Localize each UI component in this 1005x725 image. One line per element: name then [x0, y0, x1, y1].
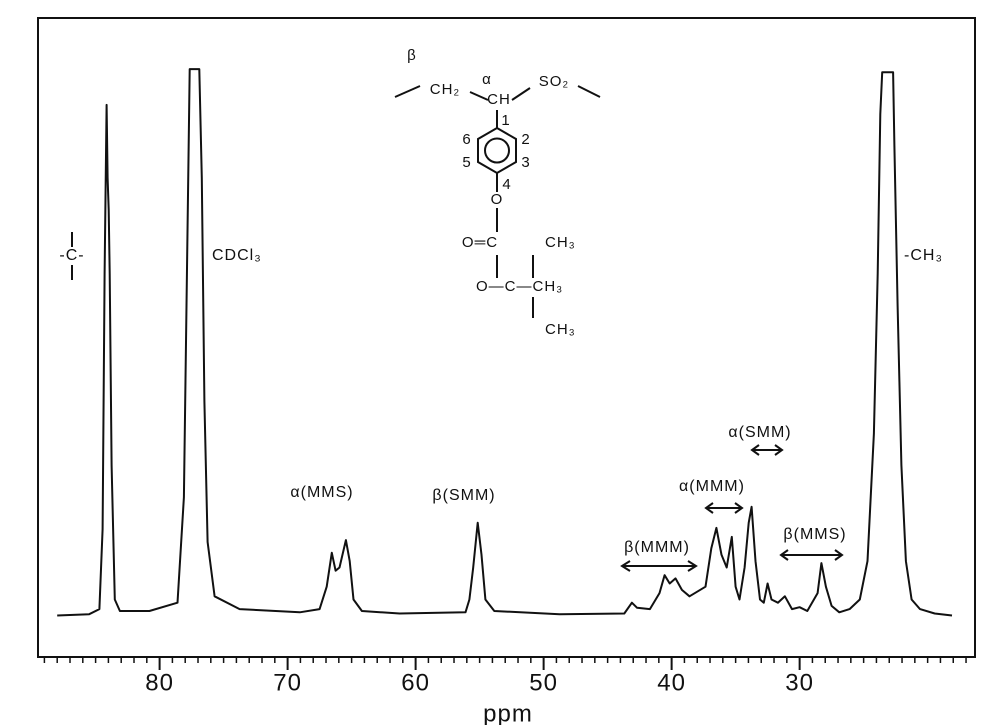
- structure-label: 1: [501, 112, 510, 129]
- structure-label: O—C—CH₃: [476, 278, 563, 295]
- x-axis-label: ppm: [483, 700, 533, 725]
- structure-label: 3: [521, 154, 530, 171]
- structure-label: SO₂: [539, 73, 570, 90]
- structure-label: CH₃: [545, 234, 576, 251]
- structure-label: 2: [521, 131, 530, 148]
- structure-label: 4: [502, 176, 511, 193]
- annotation: β(SMM): [432, 487, 495, 504]
- annotation: -CH₃: [904, 247, 943, 264]
- x-tick-label: 70: [273, 669, 302, 696]
- annotation: β(MMM): [624, 539, 690, 556]
- structure-label: CH₂: [430, 81, 461, 98]
- annotation: α(MMM): [679, 478, 745, 495]
- annotation: CDCl₃: [212, 247, 262, 264]
- structure-label: O═C: [462, 234, 498, 251]
- structure-label: α: [482, 71, 492, 88]
- annotation: α(SMM): [728, 424, 791, 441]
- x-tick-label: 60: [401, 669, 430, 696]
- annotation: α(MMS): [290, 484, 353, 501]
- structure-label: 5: [462, 154, 471, 171]
- structure-label: CH: [487, 91, 511, 108]
- plot-frame: [37, 17, 976, 658]
- x-tick-label: 40: [657, 669, 686, 696]
- x-tick-label: 30: [785, 669, 814, 696]
- structure-label: CH₃: [545, 321, 576, 338]
- structure-label: 6: [462, 131, 471, 148]
- x-tick-label: 80: [145, 669, 174, 696]
- x-tick-label: 50: [529, 669, 558, 696]
- annotation: β(MMS): [783, 526, 846, 543]
- spectrum-line: [57, 68, 953, 617]
- annotation: -C-: [59, 247, 84, 264]
- structure-label: O: [491, 191, 504, 208]
- structure-label: β: [407, 47, 417, 64]
- annotation-arrows: [620, 444, 844, 572]
- structure-bonds: [71, 85, 601, 318]
